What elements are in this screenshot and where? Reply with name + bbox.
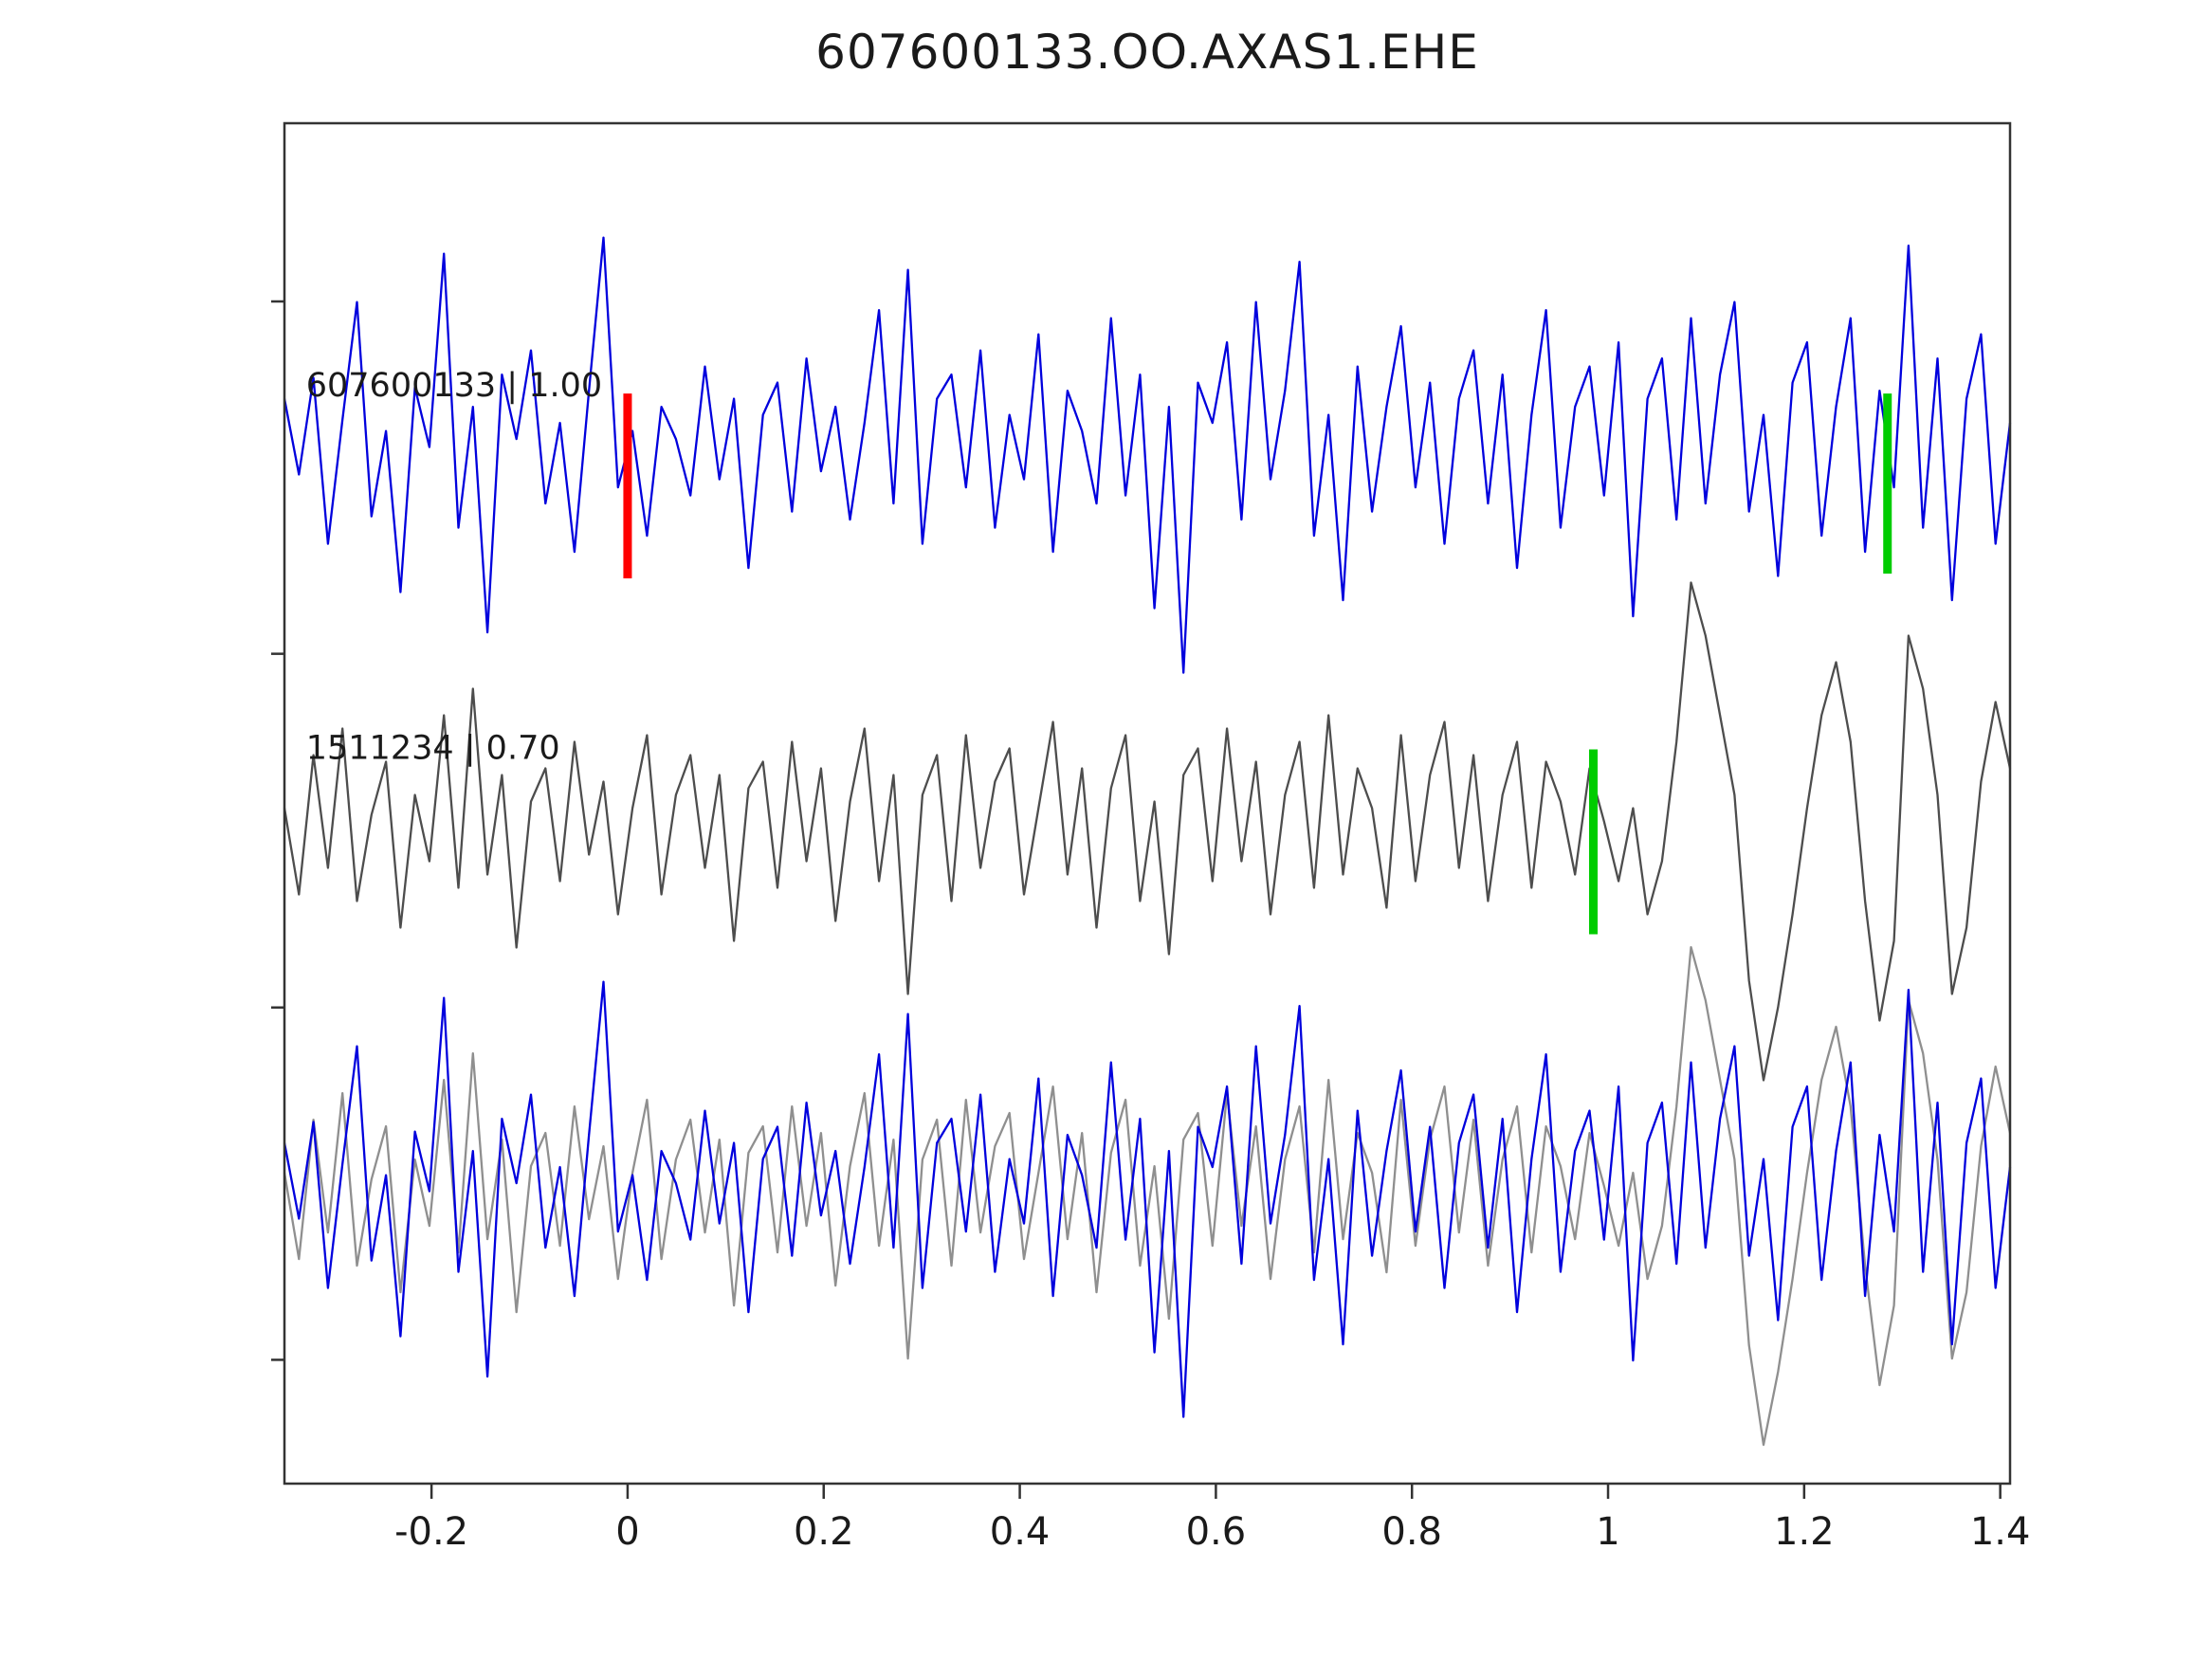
x-tick-label: -0.2 [394, 1510, 468, 1554]
plot-title: 607600133.OO.AXAS1.EHE [815, 25, 1479, 80]
x-tick-label: 1.2 [1774, 1510, 1835, 1554]
x-tick-label: 0.6 [1186, 1510, 1247, 1554]
trace-label: 607600133 | 1.00 [306, 367, 602, 405]
x-tick-label: 0.2 [794, 1510, 854, 1554]
trace-label: 1511234 | 0.70 [306, 730, 560, 768]
x-tick-label: 0.4 [990, 1510, 1051, 1554]
x-tick-label: 0 [615, 1510, 639, 1554]
x-tick-label: 0.8 [1381, 1510, 1442, 1554]
trace-template [283, 236, 2012, 674]
trace-detection [283, 945, 2012, 1447]
plot-border [283, 121, 2012, 1486]
trace-detection [283, 581, 2012, 1082]
x-tick-label: 1.4 [1970, 1510, 2031, 1554]
x-tick-label: 1 [1596, 1510, 1619, 1554]
trace-template [283, 980, 2012, 1418]
